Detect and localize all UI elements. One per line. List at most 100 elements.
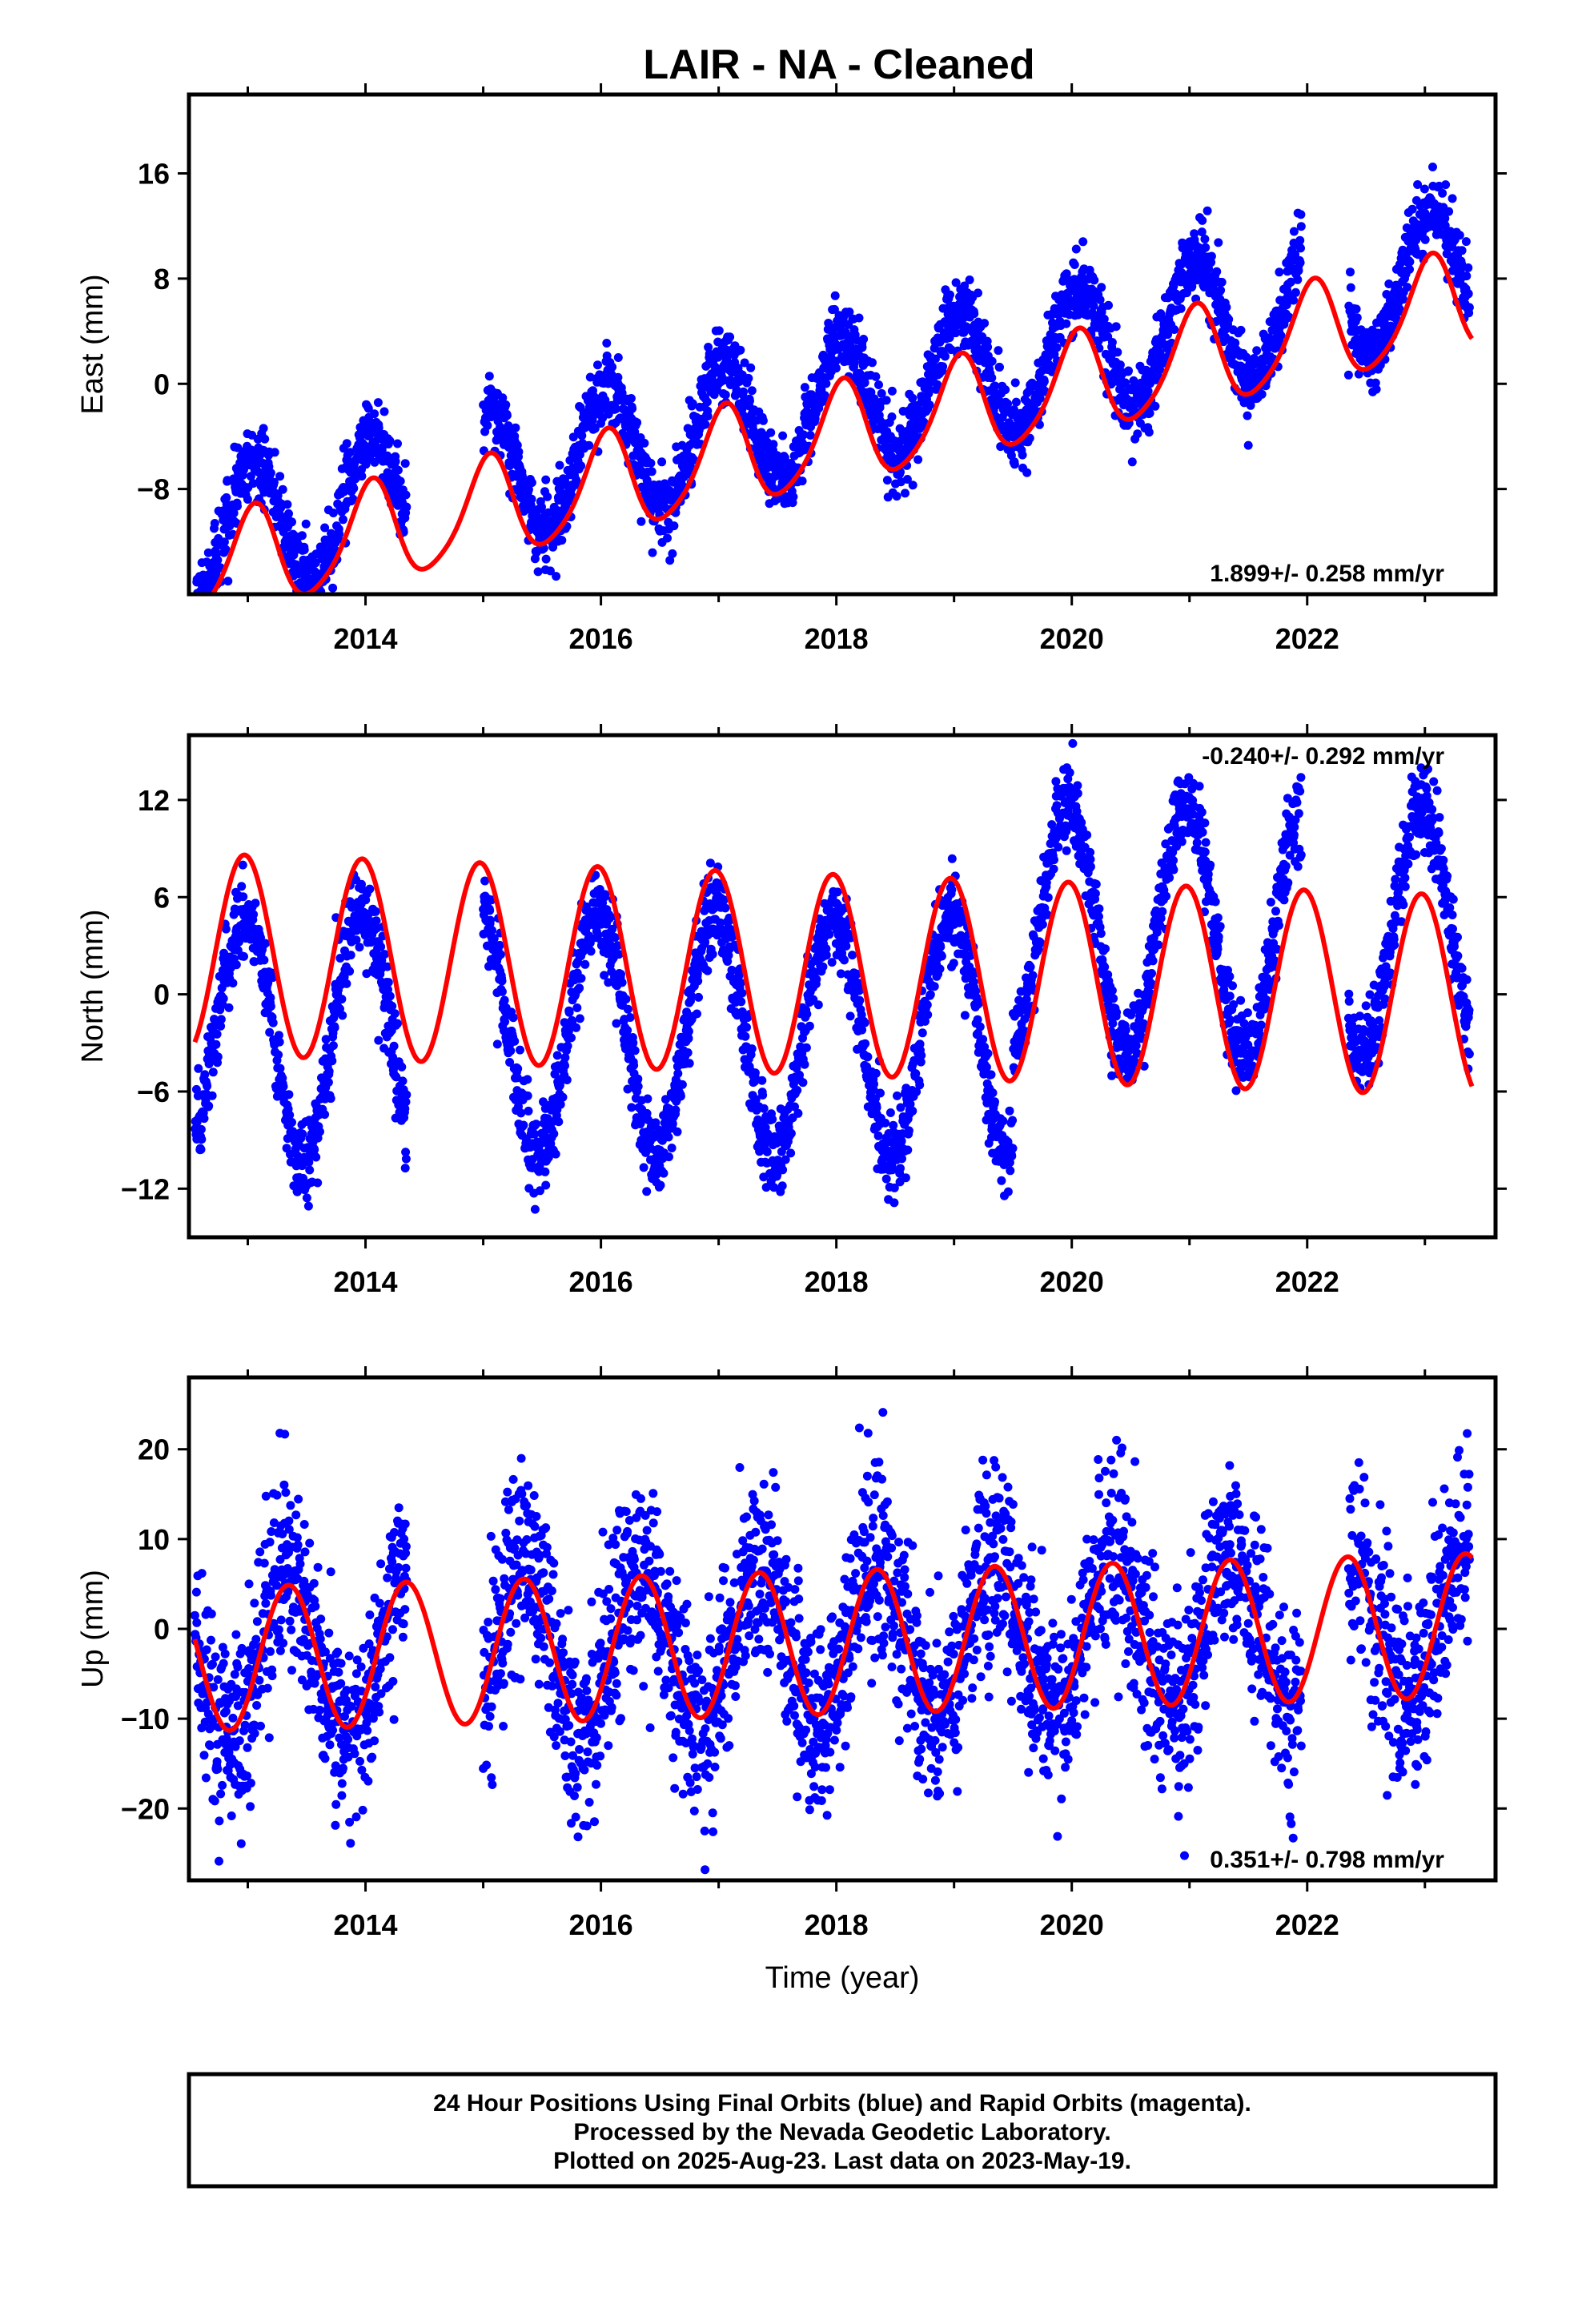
data-point [1107,338,1117,347]
data-point [1295,258,1305,267]
data-point [746,363,756,372]
data-point [485,906,495,915]
data-point [251,899,260,908]
data-point [246,472,255,481]
data-point [802,1009,812,1019]
data-point [1461,237,1471,247]
data-point [387,1001,397,1011]
data-point [328,583,338,593]
data-point [1224,315,1234,324]
data-point [941,352,950,361]
data-point [315,601,323,610]
data-point [266,993,275,1003]
data-point [841,941,851,951]
data-point [913,455,923,464]
data-point [391,1072,401,1082]
data-point [1222,303,1231,312]
data-point [488,926,496,935]
data-point [793,1086,802,1095]
data-point [623,1026,632,1035]
data-point [1035,394,1045,403]
data-point [524,485,533,494]
data-point [893,1091,901,1100]
data-point [818,962,828,971]
model-curve [210,250,1474,594]
data-point [805,431,815,440]
data-point [1275,267,1284,277]
data-point [401,490,411,500]
data-point [298,1129,307,1139]
data-point [371,907,380,916]
data-point [684,1027,693,1036]
data-point [299,545,309,555]
data-point [1346,283,1355,292]
data-point [800,1059,809,1069]
data-point [965,275,974,284]
data-point [995,363,1004,372]
data-point [616,970,625,979]
data-point [210,519,219,528]
data-point [379,407,389,416]
data-point [211,1039,221,1049]
data-point [1089,301,1098,311]
data-point [960,281,970,291]
data-point [567,490,576,500]
data-point [508,1013,518,1023]
data-point [373,398,383,408]
data-point [287,517,296,527]
data-point [259,424,268,433]
data-point [357,472,367,481]
data-point [195,595,204,604]
data-point [1127,457,1137,467]
data-point [725,332,735,342]
data-point [757,1076,767,1085]
data-point [303,598,311,607]
data-point [204,1101,214,1111]
data-point [486,915,495,925]
data-point [1104,300,1113,310]
data-point [248,479,258,489]
data-point [256,933,265,943]
data-point [283,500,292,509]
data-point [575,1014,584,1023]
data-point [1078,237,1088,247]
data-point [970,309,979,319]
data-point [769,440,778,449]
data-point [621,995,631,1004]
data-point [840,955,849,965]
data-point [1428,163,1437,171]
data-point [1050,349,1059,359]
data-point [385,436,395,445]
data-point [284,509,293,518]
data-point [703,412,713,421]
data-point [860,1018,869,1027]
data-point [677,1080,687,1089]
x-tick-label: 2016 [569,622,633,655]
data-point [524,1106,533,1116]
data-point [383,962,392,971]
data-point [297,531,307,541]
data-point [397,1062,407,1072]
data-point [1354,369,1363,379]
data-point [745,396,754,406]
data-point [744,373,753,383]
data-point [219,537,229,547]
data-point [286,1149,295,1159]
data-point [351,935,361,945]
data-point [737,997,746,1007]
data-point [572,477,581,487]
x-tick-label: 2014 [333,622,397,655]
data-point [1039,376,1049,386]
data-point [527,478,536,488]
data-point [1242,352,1251,362]
data-point [197,597,206,606]
data-point [313,1178,323,1188]
data-point [202,622,211,631]
data-point [239,892,248,902]
data-point [576,974,586,983]
data-point [1289,296,1299,305]
data-point [800,383,809,392]
panel-frame [187,92,1498,597]
data-point [705,858,715,868]
data-point [328,1041,338,1051]
